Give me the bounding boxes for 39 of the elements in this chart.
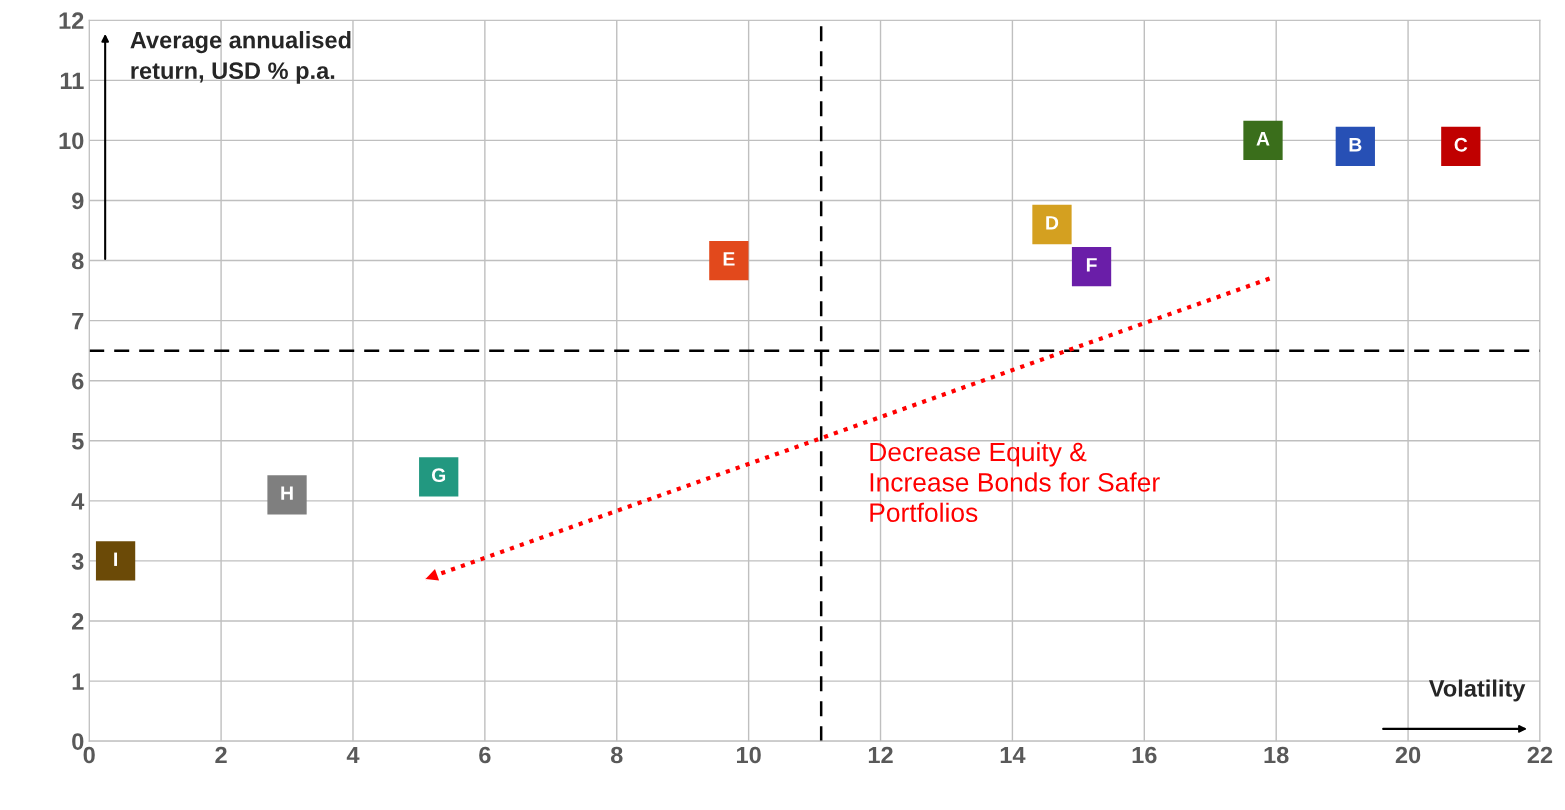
series-label: C <box>1454 137 1468 152</box>
series-label: F <box>1086 258 1097 272</box>
x-tick-label: 22 <box>1527 746 1553 764</box>
x-tick-label: 10 <box>737 746 761 764</box>
series-label: G <box>431 468 446 483</box>
x-tick-label: 8 <box>610 746 623 764</box>
y-tick-label: 2 <box>72 613 84 630</box>
y-axis-title: Average annualised return, USD % p.a. <box>130 31 351 84</box>
x-tick-label: 6 <box>479 746 491 764</box>
y-tick-label: 8 <box>71 252 84 270</box>
x-axis-title: Volatility <box>1428 679 1526 702</box>
y-tick-label: 9 <box>72 192 84 210</box>
y-tick-label: 11 <box>60 72 84 89</box>
x-tick-label: 16 <box>1132 746 1157 764</box>
x-tick-label: 4 <box>346 746 360 764</box>
series-label: B <box>1349 138 1362 152</box>
y-tick-label: 12 <box>59 12 84 29</box>
x-tick-label: 2 <box>215 746 227 764</box>
y-tick-label: 5 <box>71 433 84 450</box>
series-label: A <box>1256 132 1270 146</box>
point <box>95 541 136 581</box>
y-tick-label: 10 <box>59 132 84 150</box>
x-tick-label: 18 <box>1264 746 1289 764</box>
x-tick-label: 20 <box>1395 746 1421 764</box>
y-tick-label: 4 <box>71 493 85 510</box>
y-tick-label: 0 <box>72 733 84 750</box>
y-tick-label: 3 <box>71 552 84 570</box>
annotation: Decrease Equity & Increase Bonds for Safer Portfolios <box>870 441 1160 523</box>
point <box>1071 246 1112 287</box>
y-tick-label: 1 <box>72 673 84 690</box>
series-label: E <box>723 252 735 266</box>
x-tick-label: 0 <box>83 746 95 764</box>
series-label: D <box>1046 216 1059 230</box>
x-tick-label: 12 <box>868 746 893 764</box>
series-label: H <box>281 486 293 500</box>
series-label: I <box>114 552 117 566</box>
y-tick-label: 6 <box>72 372 84 390</box>
y-tick-label: 7 <box>72 312 84 330</box>
x-tick-label: 14 <box>1000 746 1026 764</box>
